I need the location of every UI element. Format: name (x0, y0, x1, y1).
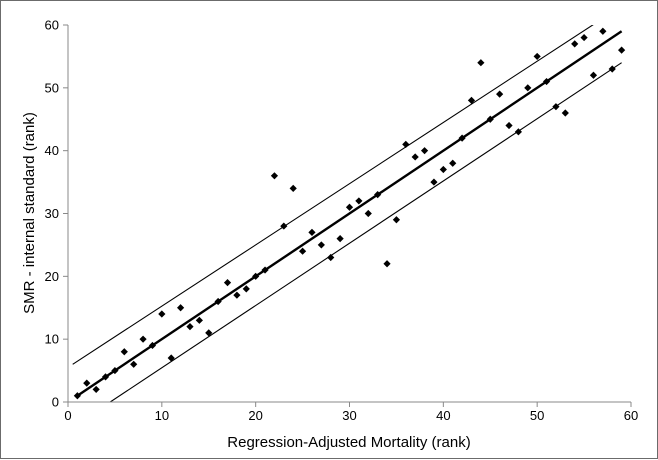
data-point (195, 316, 203, 324)
data-point (120, 348, 128, 356)
data-point (374, 191, 382, 199)
data-point (496, 90, 504, 98)
points-layer (73, 27, 626, 400)
data-point (308, 228, 316, 236)
fit-line (76, 30, 623, 397)
data-point (552, 103, 560, 111)
data-point (130, 360, 138, 368)
data-point (186, 323, 194, 331)
x-tick-label: 20 (248, 408, 262, 423)
data-point (449, 159, 457, 167)
lines-layer (72, 25, 623, 402)
data-point (355, 197, 363, 205)
data-point (599, 27, 607, 35)
data-point (542, 77, 551, 86)
data-point (467, 96, 476, 104)
data-point (561, 109, 569, 117)
data-point (233, 291, 241, 299)
x-tick-label: 50 (530, 408, 544, 423)
data-point (608, 65, 616, 73)
data-point (430, 178, 438, 186)
data-point (317, 241, 325, 249)
y-tick-label: 50 (45, 80, 59, 95)
data-point (101, 373, 110, 381)
y-tick-label: 10 (45, 332, 59, 347)
y-tick-label: 40 (45, 143, 59, 158)
data-point (158, 310, 166, 318)
data-point (618, 46, 626, 54)
data-point (589, 71, 598, 79)
data-point (298, 247, 307, 255)
data-point (458, 134, 466, 142)
data-point (392, 216, 401, 224)
data-point (148, 341, 157, 350)
data-point (411, 153, 419, 161)
data-point (383, 260, 391, 268)
y-tick-label: 20 (45, 269, 59, 284)
x-tick-label: 10 (155, 408, 169, 423)
data-point (205, 329, 213, 337)
data-point (92, 385, 100, 394)
y-axis-title: SMR - internal standard (rank) (21, 112, 38, 314)
data-point (580, 33, 588, 42)
x-tick-label: 40 (436, 408, 450, 423)
data-point (420, 147, 429, 155)
data-point (177, 304, 185, 312)
data-point (242, 285, 250, 293)
data-point (505, 121, 513, 130)
x-tick-label: 30 (342, 408, 356, 423)
data-point (336, 235, 344, 243)
y-tick-label: 30 (45, 206, 59, 221)
data-point (439, 165, 447, 174)
data-point (477, 59, 485, 67)
x-tick-label: 60 (624, 408, 638, 423)
data-point (533, 52, 541, 61)
y-tick-label: 0 (52, 395, 59, 410)
data-point (327, 253, 335, 262)
lower-bound-line (109, 62, 622, 402)
data-point (167, 354, 175, 362)
data-point (514, 128, 522, 136)
data-point (280, 222, 288, 230)
data-point (364, 209, 372, 218)
data-point (261, 266, 269, 274)
data-point (486, 115, 494, 123)
data-point (402, 140, 410, 148)
data-point (270, 172, 279, 180)
y-tick-label: 60 (45, 18, 59, 33)
x-axis-title: Regression-Adjusted Mortality (rank) (227, 434, 470, 451)
data-point (571, 40, 579, 48)
data-point (524, 84, 532, 92)
data-point (345, 203, 354, 211)
data-point (139, 335, 147, 343)
data-point (83, 379, 91, 387)
data-point (252, 272, 260, 280)
axes-layer: 0 10 20 30 40 50 60 0 10 20 30 40 50 60 (45, 18, 639, 424)
data-point (289, 184, 297, 192)
data-point (111, 366, 119, 375)
x-tick-label: 0 (64, 408, 71, 423)
data-point (223, 279, 232, 287)
data-point (214, 297, 222, 306)
data-point (73, 392, 81, 400)
upper-bound-line (72, 25, 594, 365)
